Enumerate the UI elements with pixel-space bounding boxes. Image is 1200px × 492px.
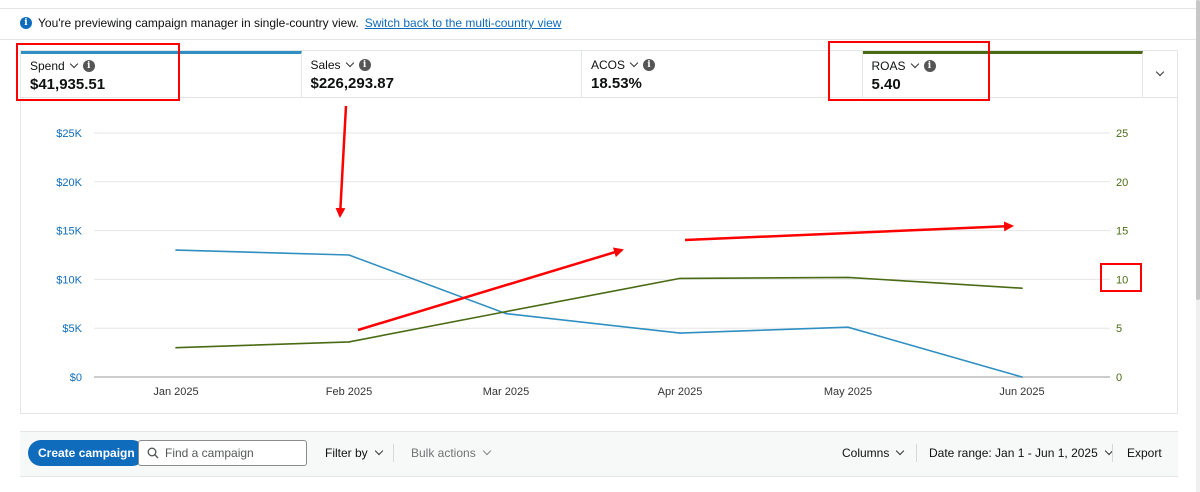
date-range-dropdown[interactable]: Date range: Jan 1 - Jun 1, 2025	[929, 440, 1114, 466]
divider	[393, 444, 394, 462]
chevron-down-icon[interactable]	[345, 58, 354, 68]
bulk-actions-label: Bulk actions	[411, 446, 476, 460]
info-icon[interactable]: i	[358, 59, 371, 71]
export-button[interactable]: Export	[1127, 440, 1162, 466]
info-icon[interactable]: i	[82, 60, 95, 72]
metric-label: ACOS	[591, 58, 626, 72]
chevron-down-icon[interactable]	[69, 59, 78, 69]
info-icon[interactable]: i	[643, 59, 656, 71]
metric-tile-roas[interactable]: ROAS i 5.40	[862, 51, 1143, 98]
scrollbar-thumb[interactable]	[1196, 0, 1200, 300]
bulk-actions-dropdown[interactable]: Bulk actions	[411, 440, 491, 466]
banner-divider	[0, 39, 1200, 40]
chevron-down-icon	[1155, 67, 1165, 77]
info-icon: i	[20, 17, 32, 29]
metric-tile-acos[interactable]: ACOS i 18.53%	[582, 51, 863, 98]
expand-metrics-button[interactable]	[1143, 51, 1177, 98]
filter-by-label: Filter by	[325, 446, 368, 460]
columns-dropdown[interactable]: Columns	[842, 440, 905, 466]
metric-tile-sales[interactable]: Sales i $226,293.87	[301, 51, 582, 98]
chevron-down-icon[interactable]	[629, 58, 639, 68]
chevron-down-icon[interactable]	[910, 59, 919, 69]
metric-label: Sales	[310, 58, 341, 72]
create-campaign-button[interactable]: Create campaign	[28, 440, 145, 466]
date-range-label: Date range: Jan 1 - Jun 1, 2025	[929, 446, 1098, 460]
search-field[interactable]	[138, 440, 307, 466]
metric-tile-spend[interactable]: Spend i $41,935.51	[21, 51, 302, 98]
preview-banner: i You're previewing campaign manager in …	[20, 14, 561, 32]
search-input[interactable]	[165, 446, 295, 460]
info-icon[interactable]: i	[923, 60, 936, 72]
metric-value: $41,935.51	[30, 76, 106, 93]
chevron-down-icon	[482, 446, 491, 456]
divider	[916, 444, 917, 462]
metric-tiles: Spend i $41,935.51 Sales i $226,293.87 ACO…	[21, 51, 1143, 98]
divider	[1112, 444, 1113, 462]
performance-panel: Spend i $41,935.51 Sales i $226,293.87 ACO…	[20, 50, 1178, 414]
columns-label: Columns	[842, 446, 890, 460]
scrollbar[interactable]	[1196, 0, 1200, 492]
chevron-down-icon	[374, 446, 383, 456]
search-icon	[147, 447, 159, 459]
switch-view-link[interactable]: Switch back to the multi-country view	[364, 16, 562, 30]
banner-text: You're previewing campaign manager in si…	[38, 16, 359, 30]
filter-by-dropdown[interactable]: Filter by	[325, 440, 383, 466]
chevron-down-icon	[896, 446, 905, 456]
metric-value: $226,293.87	[310, 75, 394, 92]
metric-value: 18.53%	[591, 75, 642, 92]
campaign-toolbar: Create campaign Filter by Bulk actions C…	[20, 431, 1178, 492]
metric-label: Spend	[30, 59, 65, 73]
table-header	[20, 476, 1178, 492]
export-label: Export	[1127, 446, 1162, 460]
top-divider	[0, 8, 1200, 9]
metric-value: 5.40	[871, 76, 901, 93]
metric-label: ROAS	[871, 59, 906, 73]
